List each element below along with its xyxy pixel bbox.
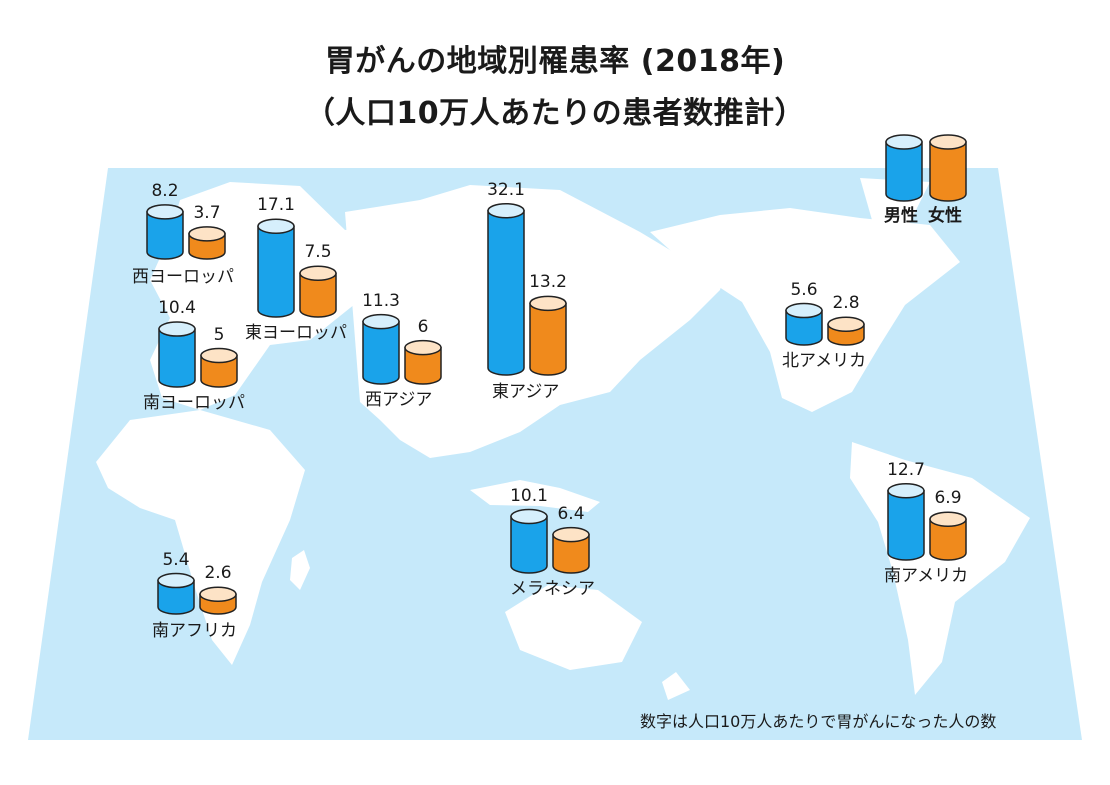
bar-female-cap	[299, 265, 337, 281]
land-africa	[96, 410, 305, 665]
bar-female-body	[929, 518, 967, 561]
bars-layer	[146, 134, 967, 615]
bar-female-cap	[529, 295, 567, 312]
legend-swatch-female	[929, 134, 967, 202]
bar-male	[158, 321, 196, 388]
bar-male-cap	[785, 302, 823, 319]
legend-label-female: 女性	[928, 206, 962, 226]
bar-male	[157, 572, 195, 615]
land-madagascar	[290, 550, 310, 590]
value-label-male: 12.7	[887, 459, 925, 480]
value-label-male: 8.2	[151, 180, 179, 201]
bar-male-body	[257, 225, 295, 318]
legend-swatch-male-cap	[885, 134, 923, 150]
bar-female	[529, 295, 567, 376]
bar-male-cap	[158, 321, 196, 337]
chart-subtitle: （人口10万人あたりの患者数推計）	[304, 96, 806, 131]
bar-female-cap	[188, 226, 226, 242]
value-label-male: 17.1	[257, 195, 295, 216]
region-label: 西アジア	[365, 390, 433, 410]
value-label-female: 2.8	[832, 293, 860, 314]
value-label-female: 7.5	[304, 242, 332, 263]
region-label: 西ヨーロッパ	[132, 267, 234, 287]
bar-female-cap	[827, 316, 865, 333]
bar-female-cap	[552, 526, 590, 543]
bar-male-body	[887, 490, 925, 561]
bar-female-body	[404, 346, 442, 385]
bar-male	[785, 302, 823, 346]
region-label: 東ヨーロッパ	[245, 323, 347, 343]
bar-male	[362, 313, 400, 385]
bar-male-cap	[157, 572, 195, 589]
bar-male	[257, 218, 295, 318]
bar-male	[487, 202, 525, 376]
bar-female	[552, 526, 590, 574]
bar-female	[299, 265, 337, 318]
bar-female-body	[200, 354, 238, 388]
legend-swatch-male-body	[885, 141, 923, 202]
bar-female-cap	[200, 347, 238, 364]
bar-female	[200, 347, 238, 388]
bar-male-cap	[146, 204, 184, 220]
region-label: 東アジア	[492, 382, 560, 402]
bar-female-body	[299, 272, 337, 318]
chart-title: 胃がんの地域別罹患率 (2018年)	[324, 44, 786, 79]
land-australia	[505, 585, 642, 670]
region-label: メラネシア	[510, 579, 595, 599]
value-label-female: 6.9	[934, 488, 962, 509]
legend-swatch-male	[885, 134, 923, 202]
value-label-male: 5.4	[162, 549, 190, 570]
value-label-male: 10.1	[510, 485, 548, 506]
bar-female-cap	[929, 511, 967, 527]
bar-male	[146, 204, 184, 260]
legend-label-male: 男性	[884, 206, 918, 226]
bar-female-cap	[199, 586, 237, 603]
value-label-female: 13.2	[529, 272, 567, 293]
bar-male-cap	[257, 218, 295, 234]
bar-male-body	[487, 209, 525, 376]
bar-female-body	[552, 533, 590, 574]
bar-female	[188, 226, 226, 260]
legend-swatch-female-body	[929, 141, 967, 202]
value-label-male: 10.4	[158, 298, 196, 319]
bar-female	[929, 511, 967, 561]
bar-female	[199, 586, 237, 615]
value-label-male: 32.1	[487, 179, 525, 200]
value-label-female: 6.4	[557, 503, 585, 524]
region-label: 北アメリカ	[782, 351, 867, 371]
bar-male-cap	[887, 483, 925, 499]
bar-male-cap	[487, 202, 525, 219]
bar-male-body	[785, 309, 823, 346]
region-label: 南アメリカ	[884, 566, 969, 586]
land-uk	[160, 262, 182, 296]
land-new-zealand	[662, 672, 690, 700]
value-label-female: 3.7	[193, 202, 221, 223]
bar-female-cap	[404, 339, 442, 356]
bar-male-cap	[510, 508, 548, 525]
value-label-male: 5.6	[790, 279, 818, 300]
value-label-female: 5	[213, 324, 225, 345]
footnote: 数字は人口10万人あたりで胃がんになった人の数	[640, 712, 997, 731]
region-label: 南ヨーロッパ	[143, 393, 245, 413]
bar-male-body	[146, 211, 184, 260]
region-label: 南アフリカ	[152, 621, 237, 641]
bar-female	[827, 316, 865, 346]
bar-male	[887, 483, 925, 561]
legend-swatch-female-cap	[929, 134, 967, 150]
bar-male	[510, 508, 548, 574]
bar-female-body	[529, 302, 567, 376]
bar-male-body	[158, 328, 196, 388]
bar-male-body	[157, 579, 195, 615]
bar-female	[404, 339, 442, 385]
value-label-male: 11.3	[362, 290, 400, 311]
land-indonesia	[470, 480, 600, 512]
value-label-female: 6	[417, 316, 429, 337]
bar-male-body	[362, 320, 400, 385]
value-label-female: 2.6	[204, 563, 232, 584]
land-japan	[600, 318, 630, 362]
bar-male-cap	[362, 313, 400, 330]
bar-male-body	[510, 515, 548, 574]
